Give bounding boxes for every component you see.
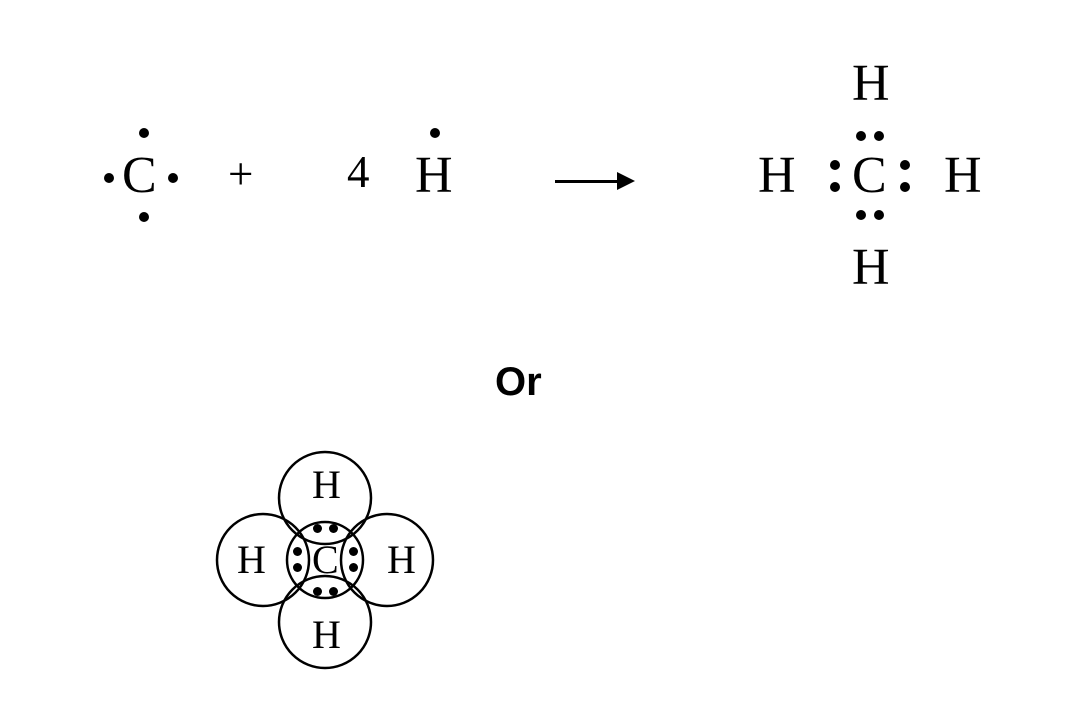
lewis-diagram-page: C + 4 H C H H H H Or [0,0,1080,725]
electron-dot [856,131,866,141]
electron-dot [430,128,440,138]
electron-dot [293,563,302,572]
electron-dot [313,524,322,533]
hydrogen-reactant: H [415,150,453,202]
electron-dot [313,587,322,596]
product-hydrogen-right: H [944,150,982,202]
plus-sign: + [228,152,253,197]
electron-dot [139,128,149,138]
orbital-carbon: C [312,540,339,580]
electron-dot [830,182,840,192]
carbon-reactant: C [122,150,157,202]
coefficient-four: 4 [347,150,370,195]
electron-dot [349,547,358,556]
electron-dot [874,210,884,220]
orbital-hydrogen-top: H [312,465,341,505]
electron-dot [830,160,840,170]
electron-dot [139,212,149,222]
electron-dot [349,563,358,572]
product-hydrogen-bottom: H [852,242,890,294]
electron-dot [900,160,910,170]
electron-dot [900,182,910,192]
electron-dot [329,587,338,596]
electron-dot [329,524,338,533]
orbital-hydrogen-left: H [237,540,266,580]
orbital-hydrogen-bottom: H [312,615,341,655]
product-carbon: C [852,150,887,202]
reaction-arrow [555,172,645,192]
product-hydrogen-left: H [758,150,796,202]
orbital-hydrogen-right: H [387,540,416,580]
electron-dot [104,173,114,183]
electron-dot [168,173,178,183]
electron-dot [856,210,866,220]
product-hydrogen-top: H [852,58,890,110]
electron-dot [293,547,302,556]
electron-dot [874,131,884,141]
or-separator: Or [495,360,542,405]
